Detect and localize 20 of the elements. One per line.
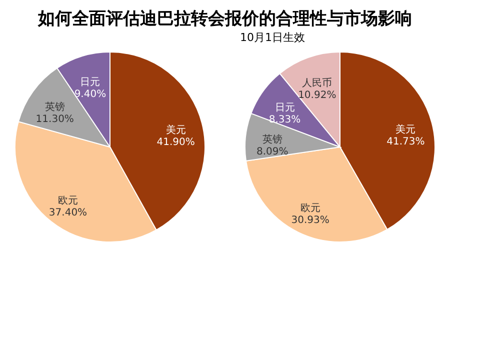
- slice-label: 日元: [274, 102, 295, 114]
- data-label: 41.90%: [156, 136, 195, 148]
- slice-label: 英镑: [44, 101, 65, 114]
- slice-label: 美元: [396, 124, 416, 136]
- data-label: 10.92%: [298, 90, 336, 101]
- data-label: 30.93%: [291, 215, 330, 226]
- data-label: 9.40%: [74, 88, 106, 100]
- slice-label: 欧元: [300, 203, 320, 214]
- data-label: 8.09%: [256, 146, 288, 158]
- slice-label: 日元: [80, 76, 100, 88]
- data-label: 37.40%: [48, 207, 88, 218]
- data-label: 41.73%: [386, 136, 425, 148]
- text: 10月1日生效: [240, 31, 305, 44]
- data-label: 11.30%: [36, 114, 74, 126]
- slice-label: 英镑: [262, 134, 282, 146]
- slice-label: 欧元: [58, 195, 78, 206]
- slice-label: 美元: [166, 124, 186, 136]
- slice-label: 人民币: [302, 76, 332, 89]
- chart-title: 如何全面评估迪巴拉转会报价的合理性与市场影响: [37, 9, 412, 29]
- data-label: 8.33%: [268, 114, 301, 126]
